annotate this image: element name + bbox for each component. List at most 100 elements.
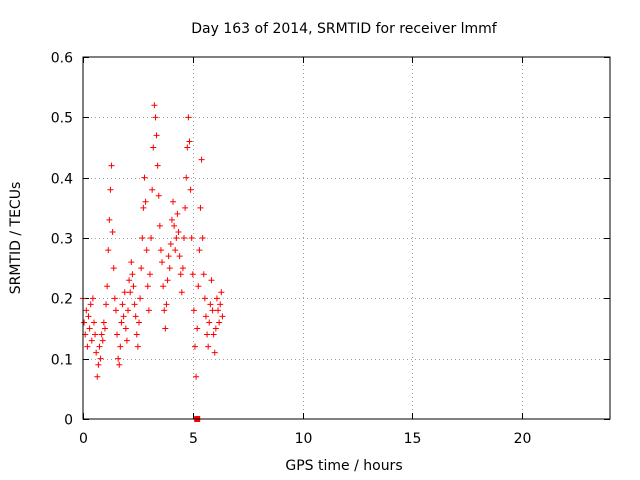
data-point — [185, 114, 192, 121]
x-tick-label: 20 — [514, 431, 532, 447]
data-point — [170, 198, 177, 205]
data-point — [132, 313, 139, 320]
data-point — [163, 301, 170, 308]
data-point — [211, 349, 218, 356]
data-point — [101, 325, 108, 332]
data-point — [122, 325, 129, 332]
data-point — [112, 307, 119, 314]
data-point — [205, 343, 212, 350]
data-point — [123, 337, 130, 344]
x-tick-label: 10 — [295, 431, 313, 447]
data-point — [110, 265, 117, 272]
data-point — [146, 271, 153, 278]
x-tick-label: 15 — [404, 431, 422, 447]
y-tick-label: 0.2 — [51, 292, 73, 308]
data-point — [200, 271, 207, 278]
data-point — [165, 253, 172, 260]
data-point — [138, 265, 145, 272]
data-point — [207, 301, 214, 308]
data-point — [103, 301, 110, 308]
y-tick-label: 0.3 — [51, 232, 73, 248]
data-point — [99, 337, 106, 344]
data-point — [196, 247, 203, 254]
data-point — [168, 216, 175, 223]
data-point — [109, 228, 116, 235]
data-point — [197, 204, 204, 211]
data-point — [142, 198, 149, 205]
data-point — [183, 174, 190, 181]
data-point — [125, 307, 132, 314]
data-point — [151, 102, 158, 109]
data-point — [92, 331, 99, 338]
y-tick-label: 0 — [64, 413, 73, 429]
data-point — [105, 247, 112, 254]
data-point — [157, 247, 164, 254]
data-point — [133, 331, 140, 338]
data-point — [173, 235, 180, 241]
data-point — [213, 295, 220, 302]
data-point — [210, 331, 217, 338]
y-tick-label: 0.4 — [51, 172, 73, 188]
x-tick-label: 0 — [79, 431, 88, 447]
data-point — [141, 174, 148, 181]
data-point — [140, 204, 147, 211]
data-point — [96, 343, 103, 350]
y-tick-label: 0.5 — [51, 111, 73, 127]
data-point — [181, 235, 188, 241]
data-point — [148, 235, 155, 241]
data-point — [176, 253, 183, 260]
x-axis-label: GPS time / hours — [285, 458, 402, 474]
data-point — [129, 271, 136, 278]
data-point — [161, 307, 168, 314]
data-point — [156, 222, 163, 229]
data-point — [137, 295, 144, 302]
data-point — [177, 271, 184, 278]
data-point — [199, 235, 206, 241]
data-point — [194, 325, 201, 332]
data-point — [184, 144, 191, 151]
data-points — [80, 102, 226, 422]
data-point — [90, 319, 97, 326]
data-point — [95, 361, 102, 368]
data-point — [93, 349, 100, 356]
data-point — [187, 186, 194, 193]
data-point — [104, 283, 111, 290]
data-point — [175, 228, 182, 235]
data-point — [107, 186, 114, 193]
data-point — [216, 319, 223, 326]
data-point — [117, 343, 124, 350]
data-point — [186, 138, 193, 145]
data-point — [83, 307, 90, 314]
grid — [83, 57, 610, 419]
data-point — [130, 283, 137, 290]
data-point — [167, 241, 174, 248]
data-point — [182, 204, 189, 211]
data-point — [193, 373, 200, 380]
data-point — [215, 307, 222, 314]
data-point — [118, 319, 125, 326]
data-point — [174, 210, 181, 217]
data-point — [106, 216, 113, 223]
y-tick-label: 0.1 — [51, 353, 73, 369]
data-point — [131, 301, 138, 308]
data-point — [86, 325, 93, 332]
data-point — [81, 319, 88, 326]
data-point — [111, 295, 118, 302]
data-point — [166, 265, 173, 272]
data-point — [202, 313, 209, 320]
data-point — [152, 114, 159, 121]
data-point — [188, 235, 195, 241]
data-point — [164, 277, 171, 284]
data-point — [198, 156, 205, 163]
data-point — [97, 355, 104, 362]
data-point — [127, 289, 134, 296]
data-point — [208, 277, 215, 284]
data-point — [145, 307, 152, 314]
data-point — [191, 343, 198, 350]
data-point — [114, 331, 121, 338]
y-axis-label: SRMTID / TECUs — [8, 182, 24, 295]
data-point — [84, 343, 91, 350]
data-point — [150, 144, 157, 151]
data-point — [108, 162, 115, 169]
data-point — [135, 319, 142, 326]
